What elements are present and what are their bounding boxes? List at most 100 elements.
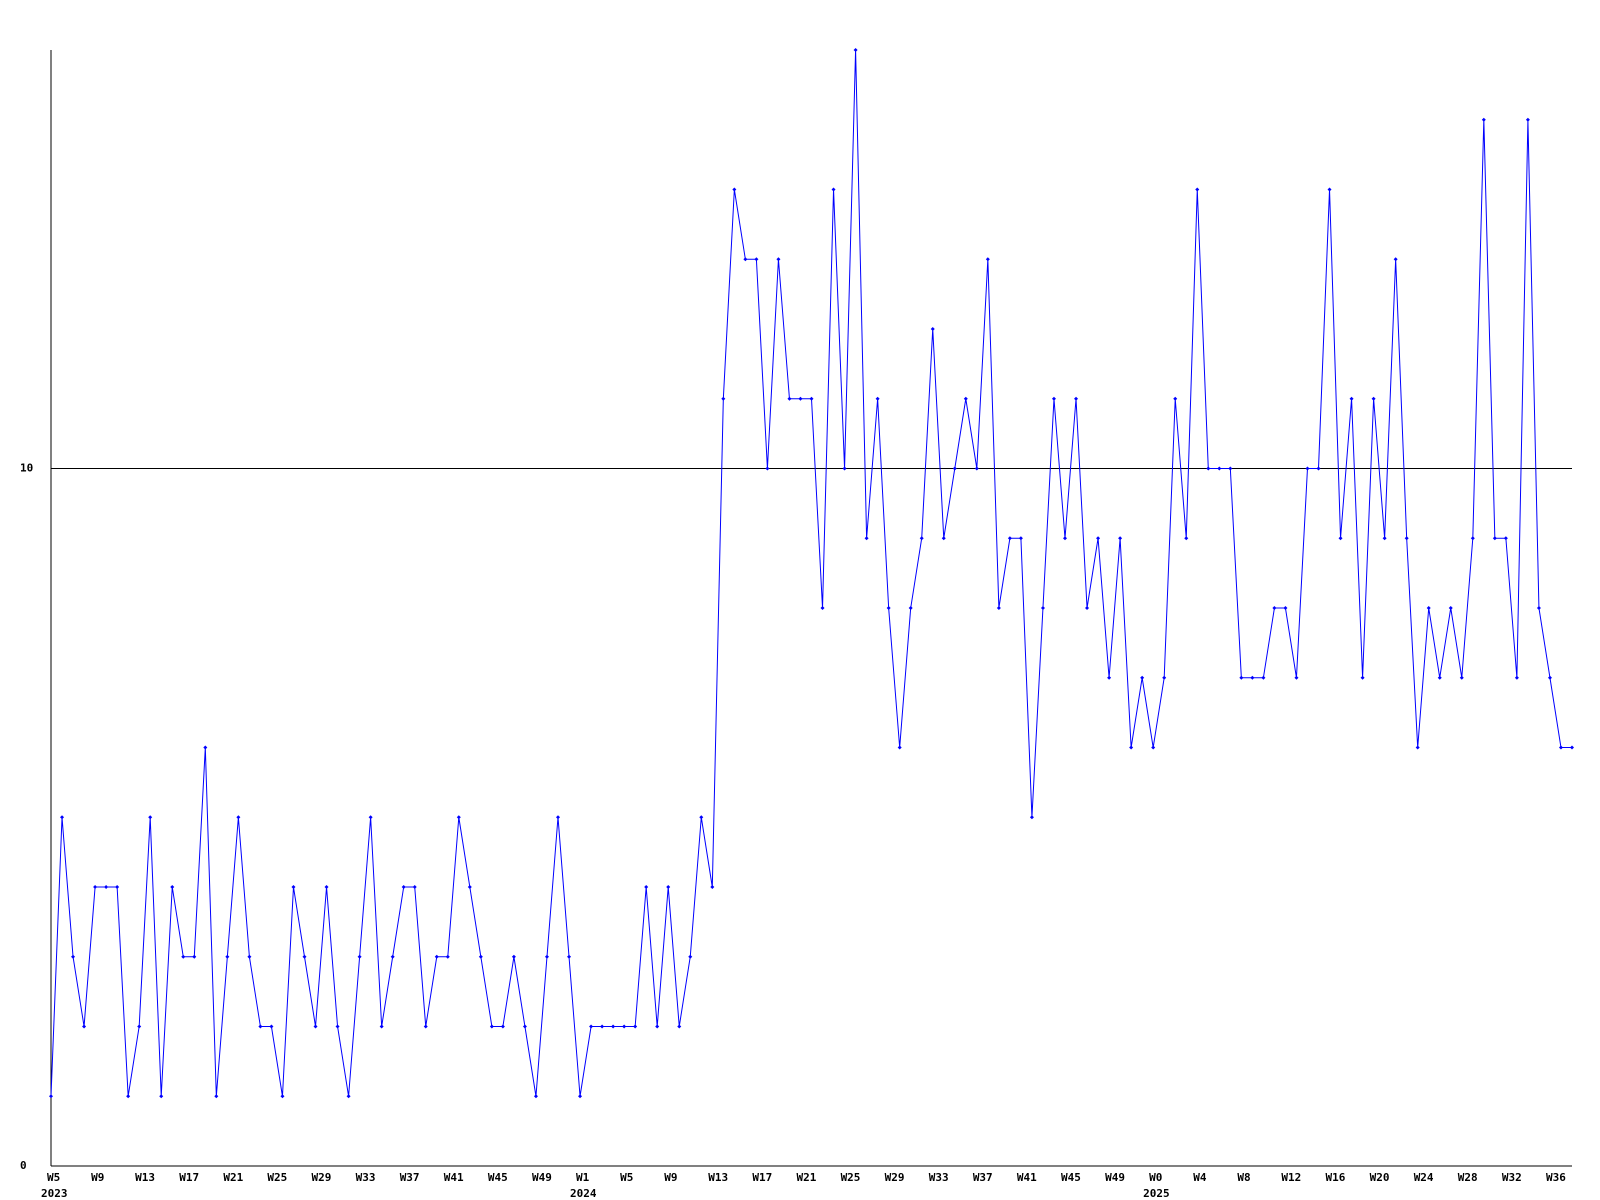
point — [754, 257, 759, 262]
point — [478, 954, 483, 959]
point — [787, 396, 792, 401]
point — [1558, 745, 1563, 750]
point — [1018, 536, 1023, 541]
point — [1404, 536, 1409, 541]
point — [1239, 675, 1244, 680]
point — [908, 606, 913, 610]
x-tick-label: W45 — [488, 1171, 508, 1184]
point — [853, 48, 858, 52]
point — [71, 954, 76, 959]
point — [1206, 466, 1211, 471]
point — [1250, 675, 1255, 680]
point — [434, 954, 439, 959]
year-label: 2023 — [41, 1187, 68, 1200]
point — [710, 885, 715, 889]
point — [919, 536, 924, 541]
point — [1261, 675, 1266, 680]
point — [1437, 675, 1442, 680]
point — [611, 1024, 616, 1029]
point — [578, 1094, 583, 1099]
point — [886, 606, 891, 610]
point — [1371, 396, 1376, 401]
x-tick-label: W8 — [1237, 1171, 1250, 1184]
x-tick-label: W32 — [1502, 1171, 1522, 1184]
x-tick-label: W36 — [1546, 1171, 1566, 1184]
point — [864, 536, 869, 541]
point — [677, 1024, 682, 1029]
point — [126, 1094, 131, 1099]
point — [159, 1094, 164, 1099]
year-label: 2025 — [1143, 1187, 1170, 1200]
point — [1228, 466, 1233, 471]
point — [346, 1094, 351, 1099]
point — [412, 885, 417, 889]
point — [93, 885, 98, 889]
point — [302, 954, 307, 959]
point — [456, 815, 461, 820]
point — [1085, 606, 1090, 610]
x-tick-label: W5 — [47, 1171, 60, 1184]
point — [1481, 117, 1486, 122]
point — [511, 954, 516, 959]
point — [963, 396, 968, 401]
x-tick-label: W17 — [752, 1171, 772, 1184]
point — [1051, 396, 1056, 401]
x-tick-label: W12 — [1281, 1171, 1301, 1184]
point — [985, 257, 990, 262]
point — [633, 1024, 638, 1029]
point — [1327, 187, 1332, 192]
point — [368, 815, 373, 820]
point — [897, 745, 902, 750]
point — [1316, 466, 1321, 471]
point — [247, 954, 252, 959]
point — [1525, 117, 1530, 122]
x-tick-label: W24 — [1414, 1171, 1434, 1184]
x-tick-label: W21 — [223, 1171, 243, 1184]
point — [104, 885, 109, 889]
x-tick-label: W9 — [91, 1171, 104, 1184]
point — [1151, 745, 1156, 750]
x-tick-label: W13 — [708, 1171, 728, 1184]
point — [1547, 675, 1552, 680]
point — [688, 954, 693, 959]
point — [1217, 466, 1222, 471]
point — [1382, 536, 1387, 541]
point — [1272, 606, 1277, 610]
point — [644, 885, 649, 889]
point — [974, 466, 979, 471]
x-tick-label: W0 — [1149, 1171, 1162, 1184]
point — [996, 606, 1001, 610]
x-tick-label: W29 — [885, 1171, 905, 1184]
point — [941, 536, 946, 541]
point — [379, 1024, 384, 1029]
point — [137, 1024, 142, 1029]
point — [335, 1024, 340, 1029]
x-tick-label: W5 — [620, 1171, 633, 1184]
x-tick-label: W37 — [973, 1171, 993, 1184]
point — [1305, 466, 1310, 471]
x-tick-label: W13 — [135, 1171, 155, 1184]
point — [1536, 606, 1541, 610]
point — [1470, 536, 1475, 541]
point — [1426, 606, 1431, 610]
point — [1162, 675, 1167, 680]
x-tick-label: W25 — [841, 1171, 861, 1184]
point — [1129, 745, 1134, 750]
point — [324, 885, 329, 889]
x-tick-label: W4 — [1193, 1171, 1207, 1184]
point — [423, 1024, 428, 1029]
point — [148, 815, 153, 820]
x-tick-label: W9 — [664, 1171, 677, 1184]
point — [203, 745, 208, 750]
point — [269, 1024, 274, 1029]
point — [1184, 536, 1189, 541]
point — [776, 257, 781, 262]
point — [820, 606, 825, 610]
x-tick-label: W21 — [796, 1171, 816, 1184]
point — [445, 954, 450, 959]
x-tick-label: W33 — [929, 1171, 949, 1184]
point — [181, 954, 186, 959]
x-tick-label: W49 — [532, 1171, 552, 1184]
x-tick-label: W1 — [576, 1171, 590, 1184]
x-tick-label: W29 — [312, 1171, 332, 1184]
